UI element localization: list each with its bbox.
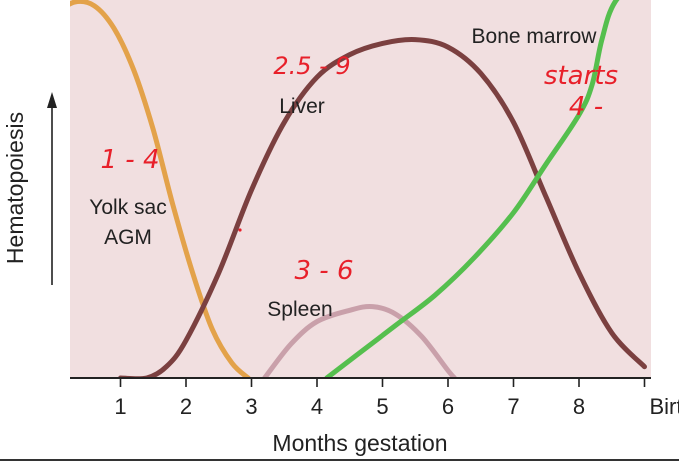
x-tick-label: 7	[507, 394, 519, 419]
annotation-spleen-months: 3 - 6	[295, 256, 354, 286]
series-line-liver	[118, 36, 647, 378]
series-label-bone-marrow: Bone marrow	[472, 25, 598, 48]
x-tick-label: Birth	[650, 394, 679, 419]
series-line-yolk-sac-agm	[70, 0, 251, 378]
x-tick-label: 4	[311, 394, 323, 419]
x-tick-label: 8	[573, 394, 585, 419]
x-tick-label: 1	[114, 394, 126, 419]
x-tick-label: 6	[442, 394, 454, 419]
y-axis-arrow-head	[47, 92, 57, 108]
annotation-bone-marrow-starts: starts	[544, 61, 618, 91]
annotation-bone-marrow-four: 4 -	[569, 92, 603, 122]
series-label-spleen: Spleen	[267, 298, 332, 321]
series-label-yolk-sac: Yolk sac	[89, 196, 166, 219]
x-tick-label: 5	[376, 394, 388, 419]
plot-area	[70, 0, 651, 378]
x-tick-label: 2	[180, 394, 192, 419]
curves-layer	[70, 0, 647, 378]
annotation-yolk-sac-months: 1 - 4	[101, 145, 160, 175]
annotation-liver-months: 2.5 - 9	[273, 52, 350, 80]
x-axis-label: Months gestation	[272, 430, 447, 456]
y-axis-label: Hematopoiesis	[2, 112, 28, 264]
series-label-liver: Liver	[279, 95, 325, 118]
x-axis-ticks: 1 2 3 4 5 6 7 8 Birth	[114, 378, 679, 419]
series-label-agm: AGM	[104, 226, 152, 249]
series-line-bone-marrow	[324, 0, 620, 378]
x-tick-label: 3	[245, 394, 257, 419]
annotation-dot	[238, 228, 242, 232]
series-line-spleen	[262, 303, 457, 378]
